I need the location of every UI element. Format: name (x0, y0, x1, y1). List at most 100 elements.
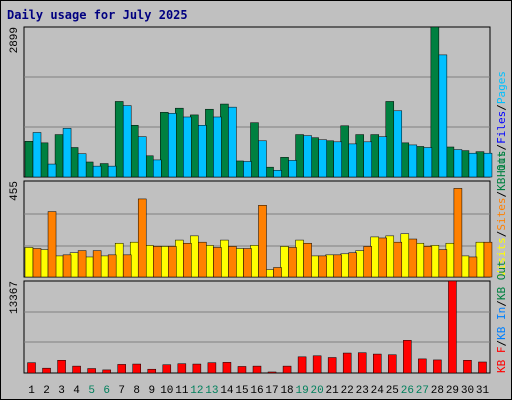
bar-kbytes-kb-f-day-22 (342, 352, 352, 374)
bar-visits-sites-sites-day-26 (408, 238, 418, 278)
legend-item-kbytes-0: KB F (495, 347, 508, 374)
x-tick-label-day-20: 20 (311, 385, 324, 397)
legend-hits-files: Hits/Files/Pages (495, 71, 508, 177)
x-tick-label-day-16: 16 (250, 385, 263, 397)
x-tick-label-day-25: 25 (386, 385, 399, 397)
bar-kbytes-kb-f-day-27 (418, 358, 427, 374)
x-tick-label-day-19: 19 (295, 385, 308, 397)
x-tick-label-day-15: 15 (235, 385, 248, 397)
bar-hits-files-files-day-22 (348, 143, 357, 178)
legend-item-hits-files-0: Hits (495, 151, 508, 178)
x-tick-label-day-24: 24 (371, 385, 385, 397)
bar-kbytes-kb-f-day-4 (72, 365, 81, 374)
bar-visits-sites-sites-day-27 (423, 246, 433, 278)
bar-kbytes-kb-f-day-12 (192, 363, 202, 374)
bar-kbytes-kb-f-day-1 (27, 362, 36, 374)
x-tick-label-day-10: 10 (160, 385, 173, 397)
bar-visits-sites-sites-day-19 (303, 242, 312, 278)
bar-visits-sites-sites-day-2 (47, 211, 57, 278)
bar-kbytes-kb-f-day-31 (478, 361, 487, 374)
bar-visits-sites-sites-day-7 (122, 254, 132, 278)
x-tick-label-day-21: 21 (326, 385, 340, 397)
bar-visits-sites-sites-day-13 (213, 247, 222, 278)
x-tick-label-day-1: 1 (28, 385, 35, 397)
bar-visits-sites-sites-day-24 (378, 237, 387, 278)
legend-item-visits-sites-3: / (495, 191, 508, 198)
x-tick-label-day-30: 30 (461, 385, 474, 397)
bar-kbytes-kb-f-day-30 (463, 360, 472, 374)
legend-item-hits-files-2: Files (495, 111, 508, 144)
x-tick-label-day-29: 29 (446, 385, 459, 397)
bar-hits-files-files-day-19 (303, 135, 312, 178)
bar-kbytes-kb-f-day-3 (57, 360, 66, 374)
bar-visits-sites-sites-day-31 (483, 241, 493, 278)
ymax-label-visits-sites: 455 (9, 181, 21, 201)
bar-kbytes-kb-f-day-11 (177, 363, 187, 374)
x-tick-label-day-12: 12 (190, 385, 203, 397)
bar-hits-files-files-day-24 (378, 136, 387, 178)
legend-item-kbytes-1: / (495, 340, 508, 347)
bar-visits-sites-sites-day-18 (288, 247, 297, 278)
bar-kbytes-kb-f-day-10 (162, 364, 172, 374)
bar-hits-files-files-day-4 (77, 153, 87, 178)
legend-kbytes: KB F/KB In/KB Out (495, 260, 508, 373)
bar-kbytes-kb-f-day-5 (87, 368, 96, 374)
bar-hits-files-files-day-6 (107, 165, 117, 178)
legend-item-visits-sites-0: Visits (495, 237, 508, 277)
bar-kbytes-kb-f-day-14 (222, 362, 232, 374)
bar-visits-sites-sites-day-6 (107, 254, 117, 278)
bar-kbytes-kb-f-day-20 (312, 355, 322, 374)
bar-kbytes-kb-f-day-15 (237, 366, 247, 374)
bar-hits-files-files-day-2 (47, 163, 57, 178)
bar-hits-files-files-day-5 (92, 165, 102, 178)
legend-item-kbytes-4: KB Out (495, 260, 508, 300)
legend-item-kbytes-3: / (495, 300, 508, 307)
bar-visits-sites-sites-day-14 (228, 246, 237, 278)
legend-item-kbytes-2: KB In (495, 307, 508, 340)
bar-visits-sites-sites-day-16 (258, 205, 267, 278)
x-tick-label-day-18: 18 (280, 385, 293, 397)
bar-kbytes-kb-f-day-2 (42, 367, 51, 374)
bar-hits-files-files-day-12 (198, 125, 207, 178)
bar-hits-files-files-day-13 (213, 116, 222, 178)
legend-visits-sites: Visits/Sites/KB Out (495, 151, 508, 277)
bar-visits-sites-sites-day-21 (333, 254, 342, 278)
bar-kbytes-kb-f-day-19 (297, 356, 307, 374)
bar-hits-files-files-day-23 (363, 141, 372, 178)
legend-item-visits-sites-4: KB Out (495, 151, 508, 191)
bar-hits-files-files-day-31 (483, 152, 493, 178)
bar-hits-files-files-day-25 (393, 110, 403, 178)
x-tick-label-day-17: 17 (265, 385, 278, 397)
x-tick-label-day-2: 2 (43, 385, 50, 397)
bar-kbytes-kb-f-day-6 (102, 369, 111, 374)
bar-hits-files-files-day-18 (288, 160, 297, 178)
bar-kbytes-kb-f-day-29 (448, 280, 457, 374)
x-tick-label-day-6: 6 (103, 385, 110, 397)
bar-kbytes-kb-f-day-21 (327, 357, 337, 374)
x-tick-label-day-28: 28 (431, 385, 444, 397)
bar-visits-sites-sites-day-17 (273, 267, 282, 278)
bar-visits-sites-sites-day-10 (168, 246, 177, 278)
x-tick-label-day-9: 9 (148, 385, 155, 397)
x-tick-label-day-14: 14 (220, 385, 234, 397)
bar-hits-files-files-day-10 (168, 113, 177, 178)
bar-visits-sites-sites-day-8 (137, 198, 147, 278)
x-tick-label-day-23: 23 (356, 385, 369, 397)
bar-visits-sites-sites-day-1 (32, 248, 42, 278)
bar-hits-files-files-day-3 (62, 128, 72, 178)
bar-kbytes-kb-f-day-25 (388, 354, 397, 374)
bar-visits-sites-sites-day-23 (363, 246, 372, 278)
plot-area-kbytes (23, 280, 491, 374)
ymax-label-kbytes: 13367 (9, 281, 21, 314)
bar-kbytes-kb-f-day-28 (433, 359, 442, 374)
bar-hits-files-files-day-16 (258, 140, 267, 178)
bar-hits-files-files-day-1 (32, 132, 42, 178)
ymax-label-hits-files: 2899 (9, 27, 21, 53)
bar-hits-files-files-day-26 (408, 144, 418, 178)
bar-kbytes-kb-f-day-24 (373, 353, 382, 374)
bar-visits-sites-sites-day-30 (468, 256, 478, 278)
bar-kbytes-kb-f-day-7 (117, 364, 126, 374)
bar-kbytes-kb-f-day-9 (147, 368, 157, 374)
x-tick-label-day-26: 26 (401, 385, 414, 397)
